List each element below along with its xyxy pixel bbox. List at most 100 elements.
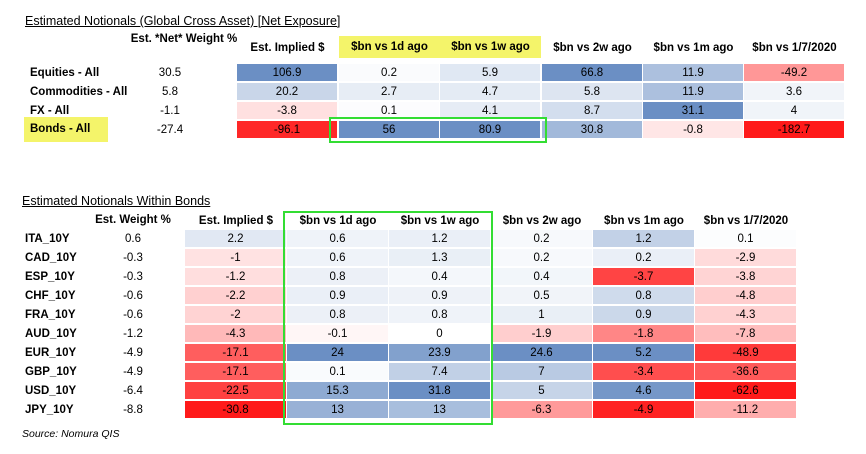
table2-value-cell: -1.8 <box>593 325 695 343</box>
table1-weight-cell: 5.8 <box>162 86 178 98</box>
table2-value-cell: 0.9 <box>389 287 491 305</box>
table2-value-cell: -22.5 <box>185 382 287 400</box>
table1-title: Estimated Notionals (Global Cross Asset)… <box>25 14 341 28</box>
table2-value-cell: 5.2 <box>593 344 695 362</box>
table2-row-label: CHF_10Y <box>25 290 76 302</box>
table1-value-cell: 4.7 <box>440 83 541 101</box>
table2-value-cell: 15.3 <box>287 382 389 400</box>
table2-weight-cell: 0.6 <box>125 233 141 245</box>
table2-value-cell: 0.8 <box>287 306 389 324</box>
table2-column-header: $bn vs 1m ago <box>604 215 684 227</box>
table1-value-cell: 5.8 <box>542 83 643 101</box>
table2-value-cell: 13 <box>287 401 389 419</box>
table2-value-cell: -4.8 <box>695 287 797 305</box>
table2-weight-cell: -0.3 <box>123 271 143 283</box>
table2-value-cell: 7.4 <box>389 363 491 381</box>
table2-value-cell: 31.8 <box>389 382 491 400</box>
table1-weight-header: Est. *Net* Weight % <box>130 33 238 45</box>
table2-value-cell: -1.9 <box>491 325 593 343</box>
table1-row-label: FX - All <box>30 105 70 117</box>
table1-value-cell: 0.1 <box>339 102 440 120</box>
source-note: Source: Nomura QIS <box>22 428 120 440</box>
table2-value-cell: -1 <box>185 249 287 267</box>
table2-value-cell: 0.6 <box>287 230 389 248</box>
table2-highlight-box <box>283 211 493 425</box>
table2-value-cell: -4.3 <box>185 325 287 343</box>
table2-value-cell: -36.6 <box>695 363 797 381</box>
table2-value-cell: -4.3 <box>695 306 797 324</box>
table1-weight-cell: -27.4 <box>156 124 184 136</box>
table2-value-cell: 0.1 <box>695 230 797 248</box>
table2-weight-cell: -0.3 <box>123 252 143 264</box>
table1-column-header: $bn vs 1d ago <box>339 36 440 58</box>
table2-value-cell: -17.1 <box>185 363 287 381</box>
table2-weight-cell: -0.6 <box>123 290 143 302</box>
table2-column-header: $bn vs 2w ago <box>502 215 582 227</box>
table2-value-cell: 0.8 <box>593 287 695 305</box>
table1-value-cell: -3.8 <box>237 102 338 120</box>
table2-value-cell: -30.8 <box>185 401 287 419</box>
table2-value-cell: -7.8 <box>695 325 797 343</box>
table2-value-cell: 2.2 <box>185 230 287 248</box>
table1-value-cell: 20.2 <box>237 83 338 101</box>
table2-row-label: ITA_10Y <box>25 233 70 245</box>
table2-value-cell: -2.2 <box>185 287 287 305</box>
table2-title: Estimated Notionals Within Bonds <box>22 194 211 208</box>
table2-value-cell: 0.9 <box>287 287 389 305</box>
table2-value-cell: -48.9 <box>695 344 797 362</box>
table2-weight-cell: -0.6 <box>123 309 143 321</box>
table1-value-cell: 106.9 <box>237 64 338 82</box>
table1-value-cell: 2.7 <box>339 83 440 101</box>
table1-weight-cell: 30.5 <box>158 67 182 79</box>
table2-value-cell: 24.6 <box>491 344 593 362</box>
table2-value-cell: 4.6 <box>593 382 695 400</box>
table2-value-cell: -3.7 <box>593 268 695 286</box>
table2-value-cell: 0.4 <box>491 268 593 286</box>
table1-value-cell: 4 <box>744 102 845 120</box>
table1-column-header: $bn vs 1/7/2020 <box>752 42 837 54</box>
table1-value-cell: -0.8 <box>643 121 744 139</box>
table2-value-cell: 0.2 <box>491 249 593 267</box>
table2-value-cell: -2 <box>185 306 287 324</box>
table1-value-cell: -49.2 <box>744 64 845 82</box>
table2-value-cell: 0.4 <box>389 268 491 286</box>
table1-value-cell: 8.7 <box>542 102 643 120</box>
table2-weight-cell: -4.9 <box>123 347 143 359</box>
table2-value-cell: 0.9 <box>593 306 695 324</box>
table1-value-cell: 80.9 <box>440 121 541 139</box>
table2-value-cell: 1.3 <box>389 249 491 267</box>
table2-row-label: ESP_10Y <box>25 271 75 283</box>
table2-value-cell: -3.4 <box>593 363 695 381</box>
table1-value-cell: -96.1 <box>237 121 338 139</box>
table2-value-cell: -2.9 <box>695 249 797 267</box>
table2-value-cell: 0.8 <box>287 268 389 286</box>
table2-value-cell: 13 <box>389 401 491 419</box>
table1-highlight-box <box>329 117 547 143</box>
table1-value-cell: 5.9 <box>440 64 541 82</box>
table2-value-cell: 0.6 <box>287 249 389 267</box>
table1-value-cell: 4.1 <box>440 102 541 120</box>
table2-row-label: AUD_10Y <box>25 328 77 340</box>
table2-value-cell: 23.9 <box>389 344 491 362</box>
table2-value-cell: 1.2 <box>593 230 695 248</box>
table2-weight-cell: -6.4 <box>123 385 143 397</box>
table2-value-cell: 7 <box>491 363 593 381</box>
table2-column-header: $bn vs 1w ago <box>400 215 480 227</box>
table2-value-cell: -11.2 <box>695 401 797 419</box>
table1-column-header: $bn vs 2w ago <box>553 42 632 54</box>
table2-value-cell: 0.5 <box>491 287 593 305</box>
table2-weight-cell: -1.2 <box>123 328 143 340</box>
table2-column-header: Est. Implied $ <box>198 215 274 227</box>
table1-weight-cell: -1.1 <box>160 105 180 117</box>
table2-row-label: EUR_10Y <box>25 347 77 359</box>
table2-value-cell: -0.1 <box>287 325 389 343</box>
table2-row-label: GBP_10Y <box>25 366 77 378</box>
table2-column-header: $bn vs 1d ago <box>299 215 377 227</box>
table2-row-label: FRA_10Y <box>25 309 76 321</box>
table2-value-cell: 24 <box>287 344 389 362</box>
table2-value-cell: 0.2 <box>491 230 593 248</box>
table1-column-header: $bn vs 1w ago <box>440 36 541 58</box>
table1-row-label: Bonds - All <box>24 117 108 142</box>
table2-value-cell: -4.9 <box>593 401 695 419</box>
table1-value-cell: 66.8 <box>542 64 643 82</box>
